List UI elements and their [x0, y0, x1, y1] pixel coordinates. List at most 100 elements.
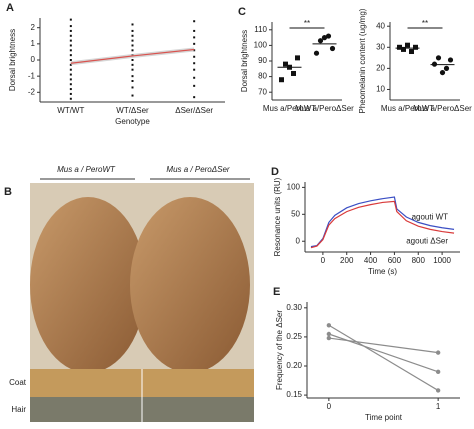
data-point — [69, 63, 72, 66]
data-point — [326, 331, 332, 337]
data-point — [69, 34, 72, 37]
y-tick-label: 70 — [258, 87, 267, 96]
data-point — [325, 33, 332, 39]
trend-line — [70, 48, 195, 64]
data-point — [193, 29, 196, 32]
animal — [130, 197, 250, 373]
y-tick-label: 1 — [31, 39, 36, 48]
y-axis-label: Frequency of the ΔSer — [275, 310, 284, 390]
y-tick-label: 0 — [31, 55, 36, 64]
data-point — [69, 29, 72, 32]
data-point — [69, 39, 72, 42]
y-tick-label: 10 — [376, 85, 385, 94]
y-tick-label: 110 — [254, 25, 267, 34]
data-point — [397, 44, 402, 50]
y-tick-label: 100 — [287, 182, 301, 191]
data-point — [439, 69, 446, 76]
data-point — [131, 49, 134, 52]
y-tick-label: 40 — [376, 21, 385, 30]
data-point — [409, 49, 414, 55]
series-line — [328, 324, 439, 391]
x-axis-label: Genotype — [115, 117, 150, 126]
data-point — [435, 350, 441, 355]
data-point — [401, 46, 406, 52]
data-point — [69, 18, 72, 21]
series-line — [310, 200, 455, 249]
data-point — [69, 59, 72, 61]
panel-label: A — [6, 2, 14, 14]
y-tick-label: 0.15 — [286, 390, 302, 399]
data-point — [131, 23, 134, 26]
x-tick-label: WT/ΔSer — [116, 106, 149, 115]
y-tick-label: 50 — [291, 209, 300, 218]
data-point — [131, 75, 134, 78]
data-point — [326, 335, 332, 341]
data-point — [131, 86, 134, 89]
data-point — [193, 84, 196, 87]
data-point — [69, 25, 72, 28]
x-axis-label: Time (s) — [368, 267, 397, 276]
x-tick-label: WT/WT — [57, 106, 84, 115]
data-point — [321, 35, 328, 41]
panel-label: E — [273, 286, 280, 298]
data-point — [69, 68, 72, 71]
data-point — [313, 50, 320, 56]
series-line — [328, 337, 439, 354]
animal — [30, 197, 146, 373]
x-axis-label: Time point — [365, 413, 403, 422]
data-point — [131, 94, 134, 97]
series-label: agouti WT — [412, 212, 449, 221]
x-tick-label: 0 — [321, 256, 326, 265]
y-tick-label: -1 — [28, 71, 36, 80]
y-tick-label: 0.25 — [286, 332, 302, 341]
data-point — [193, 96, 196, 99]
data-point — [69, 73, 72, 76]
data-point — [326, 323, 332, 328]
data-point — [435, 55, 442, 61]
significance: ** — [422, 19, 428, 28]
data-point — [279, 77, 284, 83]
data-point — [283, 61, 288, 67]
series-label: agouti ΔSer — [406, 236, 448, 245]
data-point — [295, 55, 300, 61]
data-point — [443, 65, 450, 71]
data-point — [193, 68, 196, 71]
data-point — [447, 57, 454, 63]
data-point — [131, 59, 134, 61]
data-point — [193, 42, 196, 45]
x-tick-label: Mus a/PeroWT — [263, 104, 316, 113]
series-line — [310, 196, 455, 248]
y-tick-label: 0.30 — [286, 303, 302, 312]
data-point — [193, 36, 196, 39]
data-point — [69, 54, 72, 57]
x-tick-label: Mus a/PeroWT — [381, 104, 434, 113]
x-tick-label: 1000 — [433, 256, 451, 265]
y-axis-label: Resonance units (RU) — [273, 177, 282, 256]
data-point — [435, 388, 441, 393]
data-point — [329, 45, 336, 52]
x-tick-label: 800 — [412, 256, 426, 265]
row-label: Hair — [11, 405, 26, 414]
data-point — [317, 38, 324, 44]
panel-label: B — [4, 186, 12, 198]
significance: ** — [304, 19, 310, 28]
y-axis-label: Dorsal brightness — [240, 30, 249, 92]
panel-label: D — [271, 166, 279, 178]
photo — [30, 183, 254, 422]
data-point — [69, 83, 72, 86]
x-tick-label: 1 — [436, 402, 441, 411]
data-point — [193, 76, 196, 79]
photo-caption: Mus a / PeroΔSer — [166, 165, 230, 174]
x-tick-label: 400 — [364, 256, 378, 265]
data-point — [69, 88, 72, 91]
y-tick-label: 0 — [296, 236, 301, 245]
data-point — [131, 44, 134, 47]
y-tick-label: 90 — [258, 56, 267, 65]
y-axis-label: Dorsal brightness — [8, 29, 17, 91]
y-tick-label: 0.20 — [286, 361, 302, 370]
data-point — [405, 42, 410, 48]
y-tick-label: 2 — [31, 23, 36, 32]
data-point — [193, 55, 196, 58]
data-point — [69, 97, 72, 100]
